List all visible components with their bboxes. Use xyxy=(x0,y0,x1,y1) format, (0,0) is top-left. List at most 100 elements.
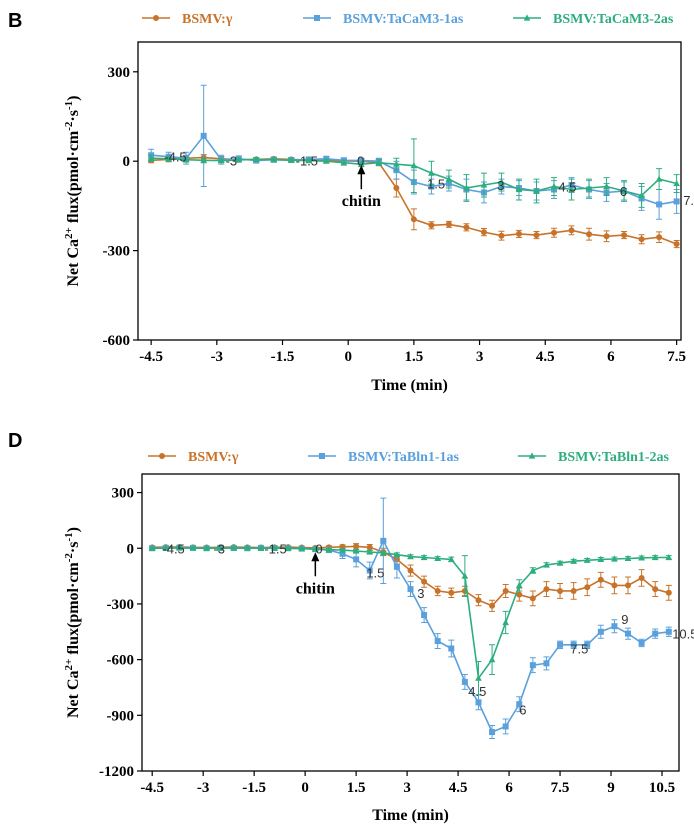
data-point xyxy=(461,678,468,685)
point-label: -3 xyxy=(226,154,238,169)
panel-b: B BSMV:γ BSMV:TaCaM3-1as BSMV:TaCaM3-2as300… xyxy=(8,10,694,394)
data-point xyxy=(252,155,260,163)
point-label: -3 xyxy=(213,541,225,556)
data-point xyxy=(428,169,435,176)
x-tick-label: -4.5 xyxy=(139,349,163,365)
data-point xyxy=(570,641,577,648)
x-tick-label: -4.5 xyxy=(140,780,164,796)
x-tick-label: 6 xyxy=(607,349,615,365)
point-label: 0 xyxy=(315,541,322,556)
data-point xyxy=(176,544,183,551)
data-point xyxy=(322,157,330,164)
x-tick-label: -1.5 xyxy=(242,780,266,796)
data-point xyxy=(325,546,333,553)
data-point xyxy=(257,544,265,551)
series-2 xyxy=(148,544,673,696)
y-tick-label: 300 xyxy=(108,65,131,81)
data-point xyxy=(498,232,505,239)
chitin-arrow xyxy=(311,552,320,577)
data-point xyxy=(200,132,207,139)
x-axis-label: Time (min) xyxy=(371,377,448,394)
legend-entry: BSMV:TaBln1-2as xyxy=(558,450,670,465)
data-point xyxy=(366,567,373,574)
data-point xyxy=(584,584,591,591)
data-point xyxy=(375,159,383,166)
legend-marker xyxy=(528,452,536,459)
legend-marker xyxy=(153,15,159,21)
data-point xyxy=(673,241,680,248)
data-point xyxy=(217,157,225,164)
data-point xyxy=(656,234,663,241)
data-point xyxy=(583,556,591,563)
data-point xyxy=(461,572,469,579)
data-point xyxy=(652,630,659,637)
point-label: 4.5 xyxy=(558,180,576,195)
data-point xyxy=(502,587,509,594)
data-point xyxy=(366,544,373,551)
data-point xyxy=(339,550,346,557)
data-point xyxy=(410,216,417,223)
data-point xyxy=(529,595,536,602)
data-point xyxy=(421,578,428,585)
point-label: 6 xyxy=(620,184,627,199)
legend: BSMV:γ BSMV:TaCaM3-1as BSMV:TaCaM3-2as xyxy=(142,12,674,27)
data-point xyxy=(655,175,663,182)
chitin-arrow xyxy=(357,165,366,190)
data-point xyxy=(421,612,428,619)
data-point xyxy=(407,567,414,574)
data-point xyxy=(673,179,680,187)
data-point xyxy=(393,185,400,192)
data-point xyxy=(434,638,441,645)
data-point xyxy=(611,555,618,562)
point-label: 1.5 xyxy=(427,177,445,192)
data-point xyxy=(203,544,210,551)
legend-entry: BSMV:γ xyxy=(182,12,233,27)
x-tick-label: 3 xyxy=(476,349,484,365)
y-tick-label: 0 xyxy=(127,541,135,557)
data-point xyxy=(200,156,207,163)
point-label: 7.5 xyxy=(683,193,694,208)
x-tick-label: 7.5 xyxy=(551,780,570,796)
data-point xyxy=(498,178,505,185)
data-point xyxy=(638,191,645,199)
data-point xyxy=(621,232,628,239)
data-point xyxy=(407,586,414,593)
data-point xyxy=(380,537,387,544)
x-tick-label: 1.5 xyxy=(347,780,366,796)
data-point xyxy=(463,184,470,191)
data-point xyxy=(533,232,540,239)
data-point xyxy=(557,641,564,648)
data-point xyxy=(638,236,645,243)
legend-marker xyxy=(523,14,531,21)
data-point xyxy=(380,549,387,556)
data-point xyxy=(428,183,435,190)
data-point xyxy=(638,639,645,646)
y-tick-label: -300 xyxy=(107,597,135,613)
data-point xyxy=(502,723,509,730)
data-point xyxy=(162,544,170,551)
data-point xyxy=(366,548,374,555)
data-point xyxy=(533,187,540,194)
y-tick-label: 0 xyxy=(123,154,131,170)
data-point xyxy=(489,729,496,736)
data-point xyxy=(515,581,523,588)
data-point xyxy=(298,545,306,552)
point-label: -4.5 xyxy=(162,541,184,556)
data-point xyxy=(340,159,348,166)
data-point xyxy=(603,233,610,240)
x-tick-label: 1.5 xyxy=(405,349,424,365)
data-point xyxy=(445,175,453,182)
x-tick-label: 0 xyxy=(344,349,352,365)
data-point xyxy=(529,566,537,574)
data-point xyxy=(216,544,224,551)
data-point xyxy=(182,156,190,163)
data-point xyxy=(480,181,488,188)
legend-entry: BSMV:TaCaM3-2as xyxy=(553,12,674,27)
legend: BSMV:γ BSMV:TaBln1-1as BSMV:TaBln1-2as xyxy=(148,450,670,465)
x-tick-label: 10.5 xyxy=(649,780,675,796)
legend-marker xyxy=(319,453,325,459)
data-point xyxy=(620,187,628,194)
data-point xyxy=(448,645,455,652)
data-point xyxy=(475,597,482,604)
